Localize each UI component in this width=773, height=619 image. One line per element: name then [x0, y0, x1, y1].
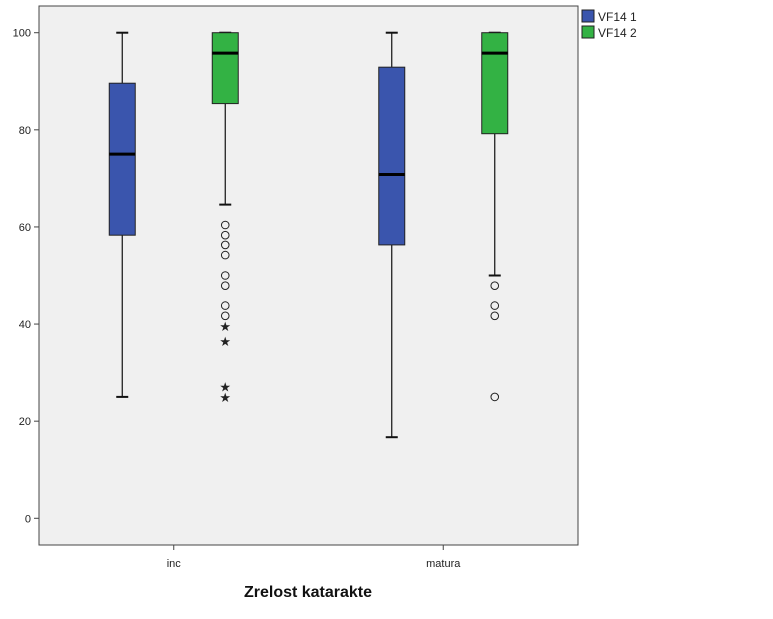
box-vf14-2-matura — [481, 31, 509, 402]
x-axis-title: Zrelost katarakte — [244, 584, 372, 601]
outlier-point — [490, 311, 500, 321]
extreme-point: ★ — [219, 320, 231, 335]
y-tick-label-0: 0 — [25, 513, 31, 525]
legend: VF14 1 VF14 2 — [581, 9, 637, 40]
iqr-box — [481, 32, 509, 135]
y-tick-label-60: 60 — [19, 222, 31, 234]
y-tick-label-100: 100 — [13, 28, 31, 40]
y-tick-label-80: 80 — [19, 125, 31, 137]
outlier-point — [490, 281, 500, 290]
x-tick-label-inc: inc — [167, 558, 182, 570]
legend-swatch — [581, 25, 595, 39]
extreme-point: ★ — [219, 381, 231, 396]
legend-swatch — [581, 9, 595, 23]
outlier-point — [220, 220, 230, 230]
outlier-point — [490, 392, 500, 402]
x-axis: inc matura — [167, 545, 461, 570]
extreme-point: ★ — [219, 391, 231, 406]
box-vf14-2-inc: ★★★★ — [211, 31, 239, 406]
outlier-point — [220, 271, 230, 280]
box-vf14-1-inc — [108, 31, 136, 398]
outlier-point — [490, 301, 500, 310]
iqr-box — [108, 82, 136, 236]
x-tick-label-matura: matura — [426, 558, 461, 570]
outlier-point — [220, 301, 230, 310]
legend-item-2: VF14 2 — [581, 25, 637, 40]
outlier-point — [220, 250, 230, 260]
iqr-box — [211, 32, 239, 105]
extreme-point: ★ — [219, 335, 231, 350]
y-tick-label-40: 40 — [19, 319, 31, 331]
y-axis: 0 20 40 60 80 100 — [13, 28, 39, 525]
outlier-point — [220, 311, 230, 321]
legend-label: VF14 2 — [598, 26, 637, 40]
box-series: ★★★★ — [108, 31, 509, 439]
box-vf14-1-matura — [378, 31, 406, 439]
y-tick-label-20: 20 — [19, 416, 31, 428]
legend-label: VF14 1 — [598, 10, 637, 24]
iqr-box — [378, 66, 406, 246]
outlier-point — [220, 240, 230, 250]
legend-item-1: VF14 1 — [581, 9, 637, 24]
outlier-point — [220, 230, 230, 240]
outlier-point — [220, 281, 230, 290]
